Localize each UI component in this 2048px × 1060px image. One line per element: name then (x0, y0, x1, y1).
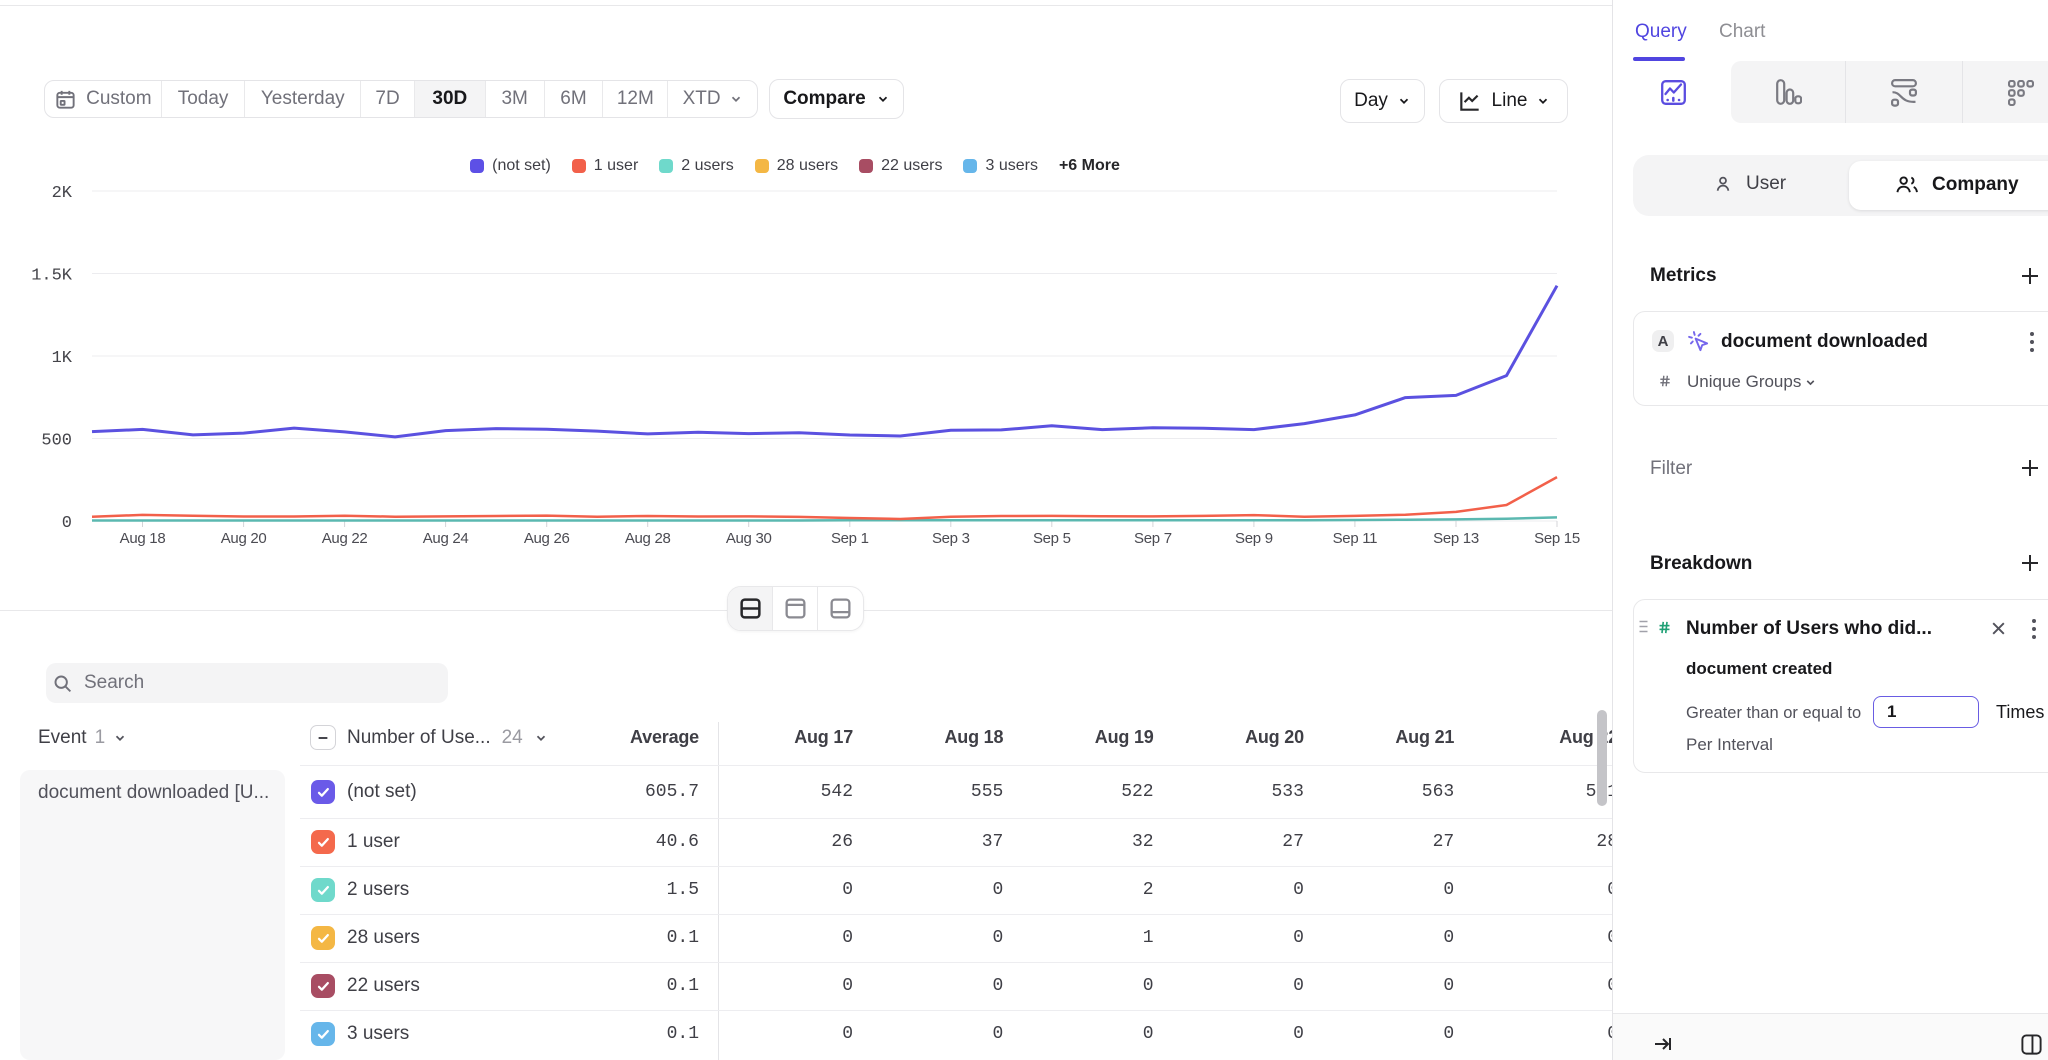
svg-text:Aug 18: Aug 18 (120, 530, 166, 547)
svg-text:1.5K: 1.5K (31, 267, 73, 286)
svg-text:Sep 9: Sep 9 (1235, 530, 1273, 547)
svg-text:Sep 15: Sep 15 (1534, 530, 1580, 547)
svg-text:Aug 26: Aug 26 (524, 530, 570, 547)
svg-text:1K: 1K (52, 349, 73, 368)
svg-text:Aug 24: Aug 24 (423, 530, 469, 547)
svg-text:0: 0 (62, 514, 72, 533)
svg-text:500: 500 (41, 432, 72, 451)
svg-text:Aug 22: Aug 22 (322, 530, 368, 547)
svg-text:Sep 7: Sep 7 (1134, 530, 1172, 547)
svg-text:Sep 11: Sep 11 (1333, 530, 1378, 547)
svg-text:Sep 13: Sep 13 (1433, 530, 1479, 547)
svg-text:2K: 2K (52, 184, 73, 203)
svg-text:Aug 30: Aug 30 (726, 530, 772, 547)
svg-text:Aug 20: Aug 20 (221, 530, 267, 547)
svg-text:Sep 5: Sep 5 (1033, 530, 1071, 547)
svg-text:Sep 3: Sep 3 (932, 530, 970, 547)
svg-text:Sep 1: Sep 1 (831, 530, 869, 547)
svg-text:Aug 28: Aug 28 (625, 530, 671, 547)
